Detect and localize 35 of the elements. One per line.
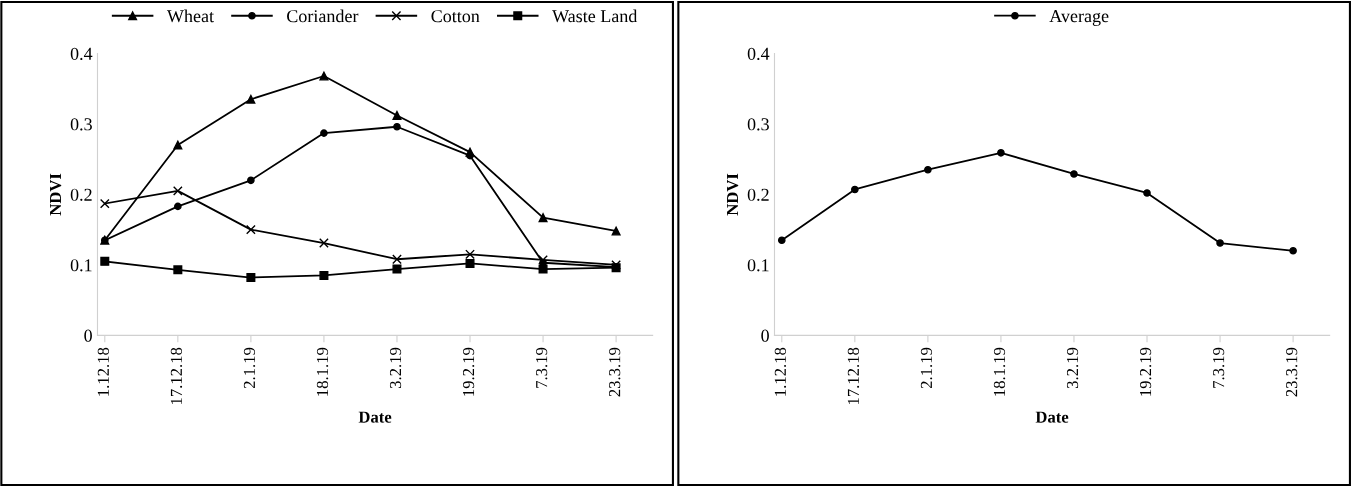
x-tick-label: 23.3.19 — [1286, 347, 1298, 397]
x-tick-label: 1.12.18 — [97, 347, 110, 396]
legend-label: Average — [1049, 10, 1109, 26]
y-tick-label: 0 — [84, 329, 92, 342]
y-tick-label: 0.3 — [747, 118, 769, 131]
legend-label: Waste Land — [552, 9, 638, 23]
x-tick-label: 7.3.19 — [1213, 347, 1225, 388]
legend-label: Cotton — [431, 10, 480, 23]
x-tick-label: 19.2.19 — [1139, 347, 1152, 396]
legend-label: Coriander — [287, 9, 359, 23]
y-tick-label: 0.1 — [70, 259, 92, 272]
x-axis-title: Date — [1035, 411, 1069, 423]
y-tick-label: 0.4 — [70, 47, 93, 60]
x-tick-label: 18.1.19 — [993, 347, 1006, 396]
x-tick-label: 1.12.18 — [774, 347, 787, 396]
x-tick-label: 3.2.19 — [389, 347, 402, 389]
legend-label: Wheat — [166, 9, 214, 23]
x-tick-label: 3.2.19 — [1066, 347, 1079, 389]
y-tick-label: 0.4 — [747, 47, 770, 60]
x-tick-label: 2.1.19 — [243, 347, 256, 389]
y-tick-label: 0 — [761, 329, 769, 342]
x-tick-label: 7.3.19 — [536, 347, 548, 388]
y-axis-title: NDVI — [727, 173, 739, 216]
x-tick-label: 18.1.19 — [316, 347, 329, 396]
y-axis-title: NDVI — [50, 173, 62, 216]
x-tick-label: 19.2.19 — [462, 347, 475, 396]
x-tick-label: 23.3.19 — [609, 347, 621, 397]
y-tick-label: 0.3 — [70, 118, 92, 131]
x-axis-title: Date — [358, 411, 392, 423]
y-tick-label: 0.1 — [747, 259, 769, 272]
x-tick-label: 2.1.19 — [920, 347, 933, 389]
x-tick-label: 17.12.18 — [847, 347, 860, 405]
x-tick-label: 17.12.18 — [170, 347, 183, 405]
y-tick-label: 0.2 — [747, 188, 769, 201]
y-tick-label: 0.2 — [70, 188, 92, 201]
